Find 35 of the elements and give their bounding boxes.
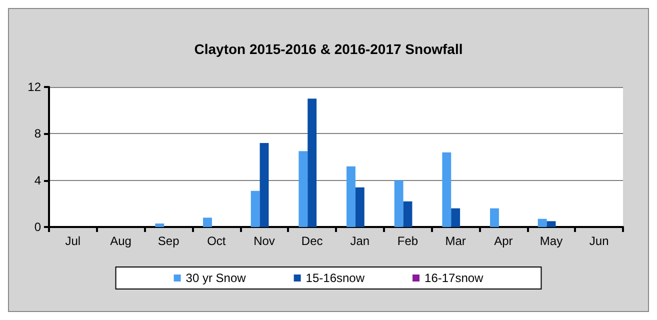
x-tick-label: Feb xyxy=(397,234,418,248)
legend-label: 15-16snow xyxy=(306,271,365,285)
legend-label: 30 yr Snow xyxy=(186,271,246,285)
chart-title: Clayton 2015-2016 & 2016-2017 Snowfall xyxy=(194,41,463,57)
x-tick-label: Oct xyxy=(207,234,226,248)
x-tick-label: May xyxy=(540,234,563,248)
bar xyxy=(355,187,364,227)
bar xyxy=(346,166,356,227)
y-tick-label: 0 xyxy=(34,220,42,234)
bar xyxy=(298,151,308,227)
bar xyxy=(308,98,317,227)
x-tick-label: Jul xyxy=(65,234,81,248)
bar xyxy=(538,218,547,227)
x-tick-label: Dec xyxy=(301,234,323,248)
x-tick-label: Nov xyxy=(254,234,275,248)
x-tick-label: Mar xyxy=(445,234,466,248)
x-tick-label: Jun xyxy=(589,234,609,248)
x-tick-label: Aug xyxy=(110,234,132,248)
bar xyxy=(442,152,452,227)
bar xyxy=(394,180,404,227)
bar xyxy=(260,143,269,227)
y-tick-label: 8 xyxy=(34,126,42,141)
bar xyxy=(451,208,460,227)
legend-label: 16-17snow xyxy=(424,271,484,285)
bar xyxy=(203,218,212,227)
bar xyxy=(403,201,412,227)
y-tick-label: 12 xyxy=(28,80,42,94)
y-tick-label: 4 xyxy=(34,173,42,188)
x-tick-label: Jan xyxy=(350,234,370,248)
x-tick-label: Apr xyxy=(494,234,513,248)
bar xyxy=(490,208,499,227)
bar xyxy=(155,224,164,227)
x-tick-label: Sep xyxy=(158,234,180,248)
bar xyxy=(546,221,556,227)
bar xyxy=(250,190,260,227)
